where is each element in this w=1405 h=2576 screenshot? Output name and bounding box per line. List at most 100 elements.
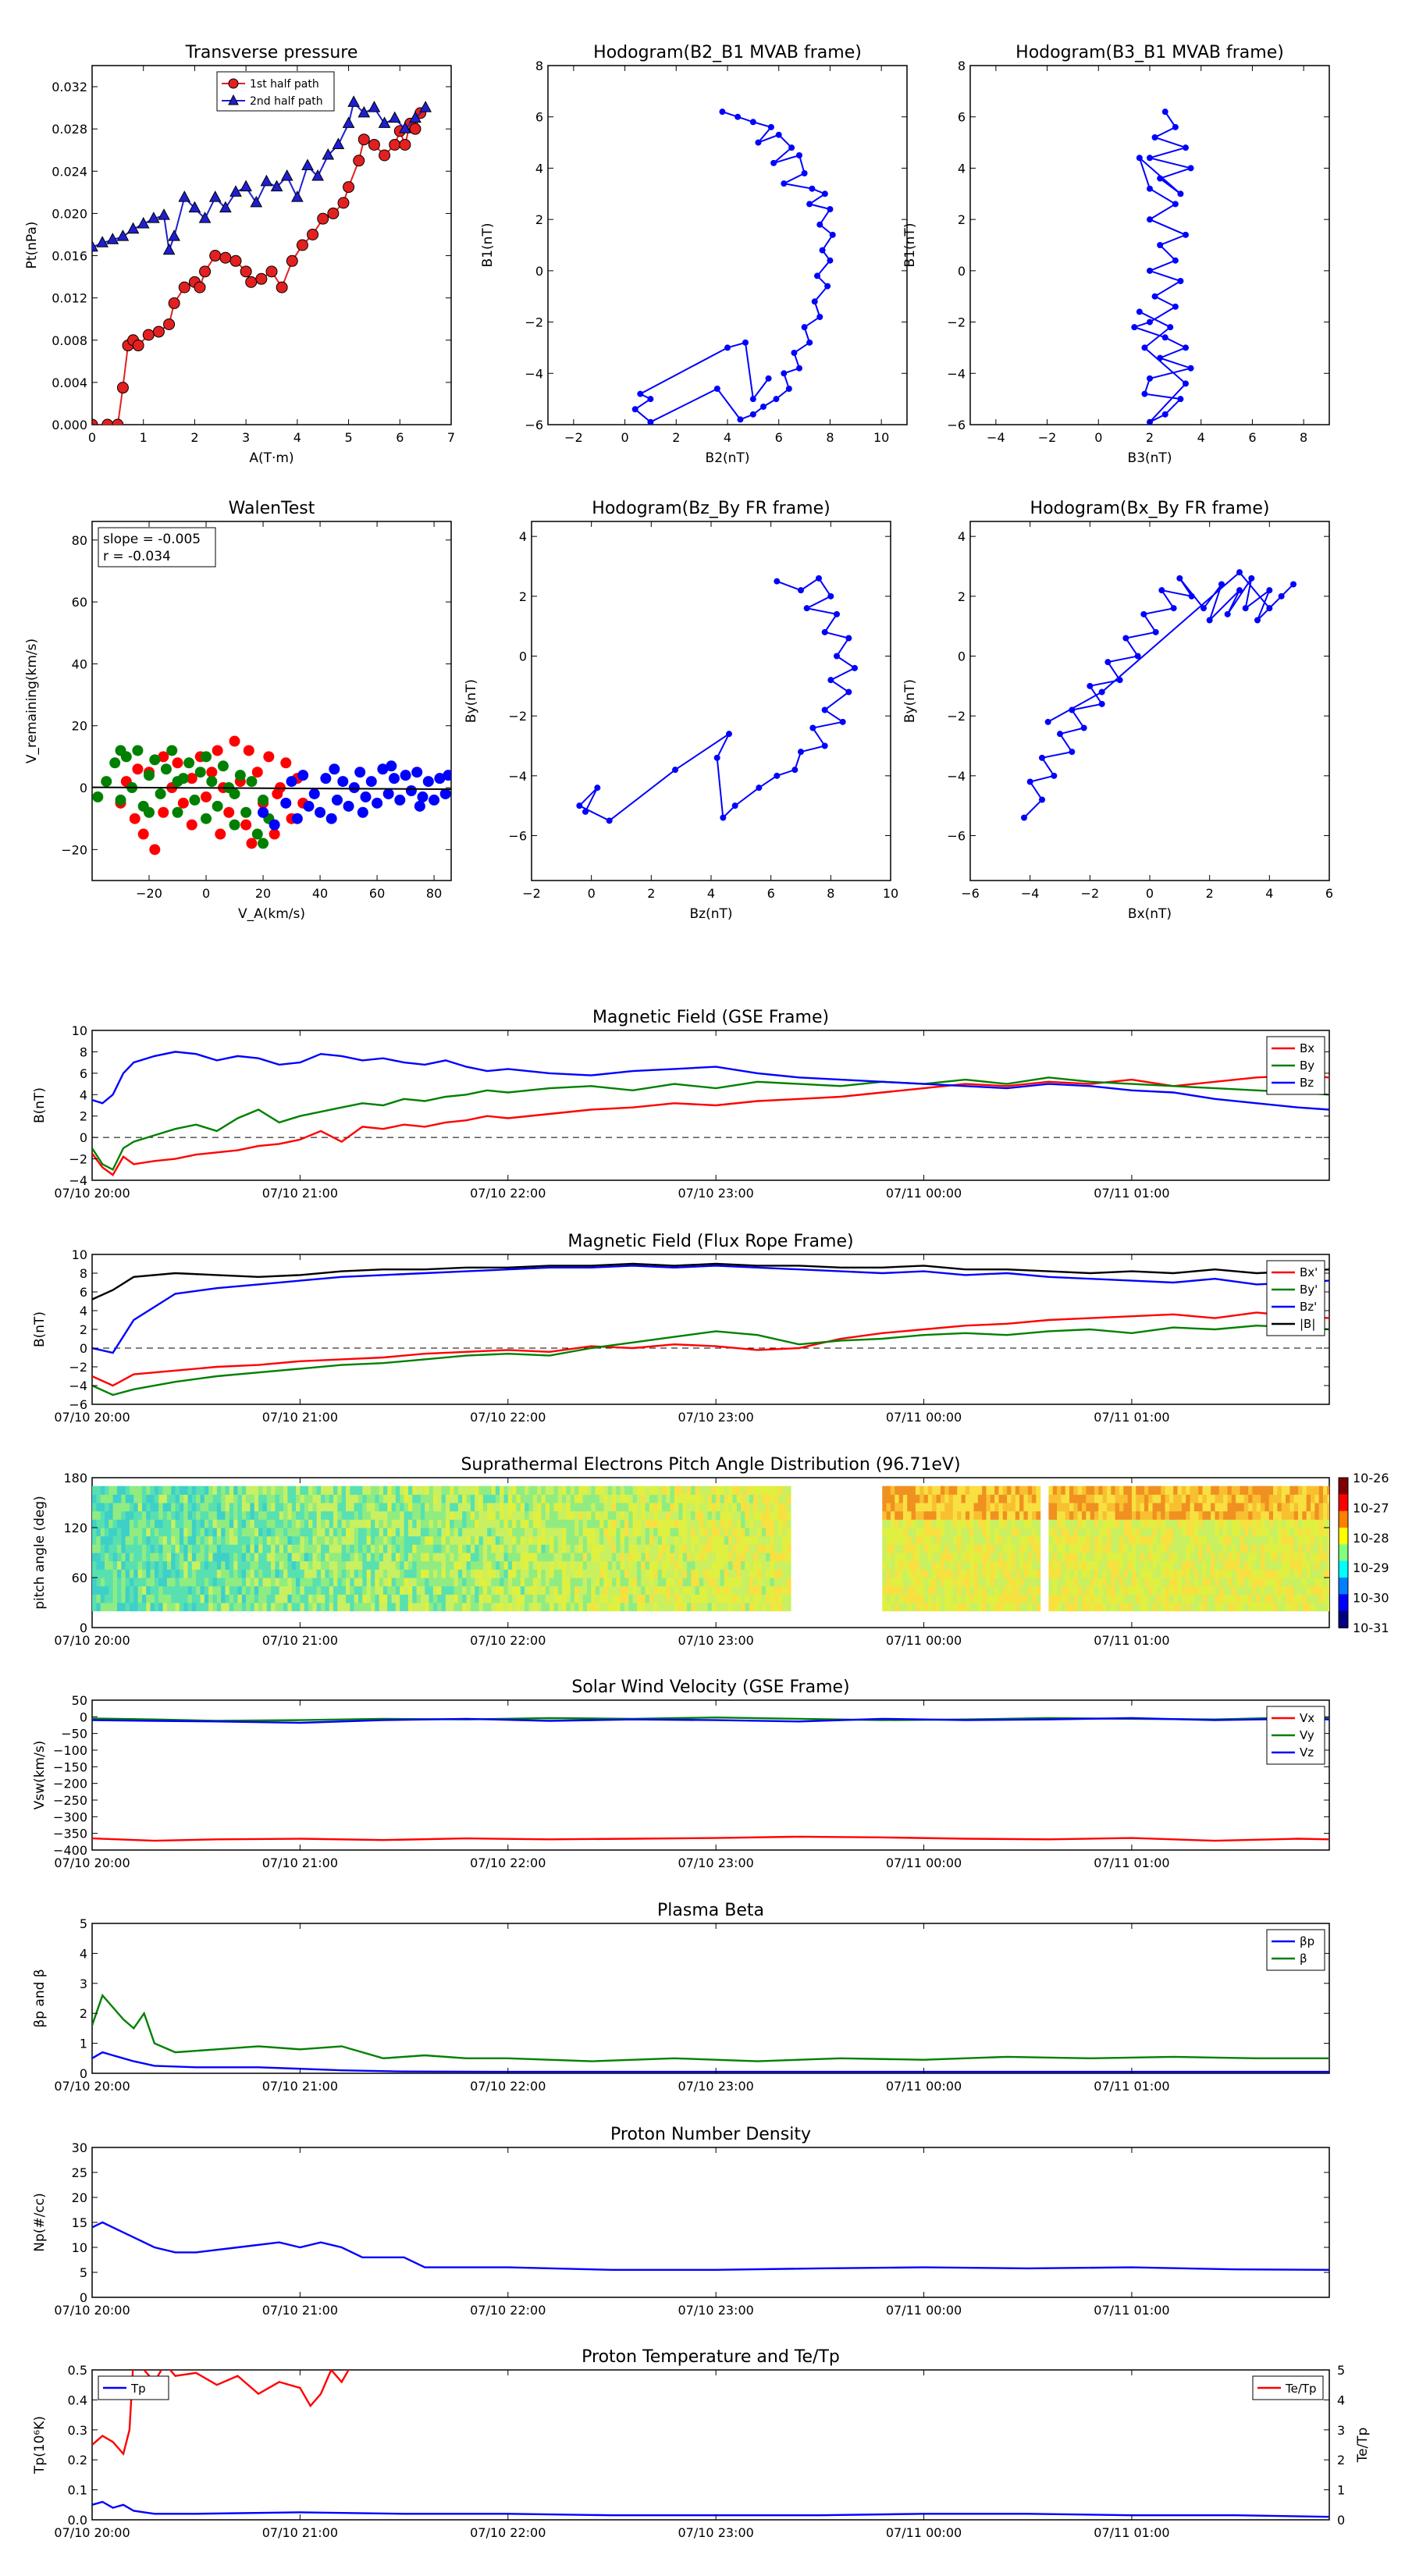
heatmap-cell [1261, 1494, 1265, 1503]
heatmap-cell [454, 1594, 459, 1603]
data-point [388, 773, 400, 785]
heatmap-cell [757, 1553, 763, 1562]
heatmap-cell [1240, 1578, 1245, 1587]
heatmap-cell [703, 1494, 709, 1503]
heatmap-cell [1115, 1569, 1120, 1578]
heatmap-cell [607, 1528, 613, 1537]
heatmap-cell [782, 1503, 788, 1512]
heatmap-cell [666, 1594, 671, 1603]
data-point [269, 819, 280, 831]
heatmap-cell [632, 1578, 638, 1587]
heatmap-cell [1277, 1544, 1282, 1553]
heatmap-cell [1027, 1594, 1033, 1603]
heatmap-cell [890, 1494, 895, 1503]
heatmap-cell [1173, 1553, 1179, 1562]
data-point [212, 745, 223, 756]
heatmap-cell [266, 1569, 272, 1578]
data-point [297, 770, 309, 781]
heatmap-cell [1314, 1510, 1320, 1520]
heatmap-cell [641, 1544, 646, 1553]
heatmap-cell [753, 1585, 758, 1595]
heatmap-cell [1057, 1519, 1062, 1528]
heatmap-cell [749, 1560, 754, 1570]
data-point [796, 152, 802, 158]
heatmap-cell [175, 1569, 180, 1578]
heatmap-cell [1227, 1603, 1232, 1612]
heatmap-cell [616, 1494, 621, 1503]
heatmap-cell [395, 1519, 400, 1528]
x-tick-label: −2 [522, 886, 541, 901]
heatmap-cell [703, 1585, 709, 1595]
heatmap-cell [233, 1594, 238, 1603]
heatmap-cell [1007, 1510, 1012, 1520]
heatmap-cell [674, 1578, 679, 1587]
heatmap-cell [1206, 1535, 1211, 1545]
heatmap-cell [1156, 1528, 1161, 1537]
heatmap-cell [171, 1585, 176, 1595]
heatmap-cell [1223, 1528, 1228, 1537]
heatmap-cell [1156, 1553, 1161, 1562]
heatmap-cell [890, 1528, 895, 1537]
heatmap-cell [379, 1560, 384, 1570]
heatmap-cell [300, 1510, 305, 1520]
heatmap-cell [262, 1569, 268, 1578]
heatmap-cell [187, 1528, 193, 1537]
heatmap-cell [940, 1510, 945, 1520]
heatmap-cell [969, 1585, 974, 1595]
heatmap-cell [141, 1553, 147, 1562]
heatmap-cell [711, 1535, 717, 1545]
heatmap-cell [882, 1510, 887, 1520]
heatmap-cell [129, 1578, 134, 1587]
heatmap-cell [1211, 1585, 1215, 1595]
heatmap-cell [354, 1585, 359, 1595]
heatmap-cell [291, 1503, 297, 1512]
heatmap-cell [325, 1519, 330, 1528]
heatmap-cell [753, 1569, 758, 1578]
heatmap-cell [915, 1553, 920, 1562]
data-point [178, 190, 191, 202]
heatmap-cell [92, 1528, 97, 1537]
heatmap-cell [1298, 1519, 1303, 1528]
heatmap-cell [682, 1544, 688, 1553]
heatmap-cell [520, 1560, 525, 1570]
heatmap-cell [1119, 1528, 1124, 1537]
heatmap-cell [1190, 1578, 1195, 1587]
heatmap-cell [482, 1578, 488, 1587]
heatmap-cell [695, 1594, 700, 1603]
heatmap-cell [250, 1585, 255, 1595]
heatmap-cell [620, 1585, 625, 1595]
heatmap-cell [1198, 1528, 1204, 1537]
data-point [158, 751, 169, 763]
heatmap-cell [400, 1510, 405, 1520]
heatmap-cell [666, 1519, 671, 1528]
heatmap-cell [1082, 1578, 1087, 1587]
data-point [389, 138, 401, 151]
heatmap-cell [200, 1560, 205, 1570]
data-point [731, 802, 738, 809]
heatmap-cell [196, 1560, 201, 1570]
data-point [229, 819, 240, 831]
heatmap-cell [450, 1519, 455, 1528]
heatmap-cell [757, 1585, 763, 1595]
heatmap-cell [437, 1510, 443, 1520]
heatmap-cell [495, 1494, 500, 1503]
data-point [303, 800, 315, 812]
heatmap-cell [749, 1485, 754, 1495]
heatmap-cell [382, 1544, 388, 1553]
heatmap-cell [445, 1594, 450, 1603]
heatmap-cell [341, 1553, 347, 1562]
heatmap-cell [279, 1503, 284, 1512]
heatmap-cell [1007, 1553, 1012, 1562]
heatmap-cell [973, 1519, 979, 1528]
heatmap-cell [778, 1553, 783, 1562]
heatmap-cell [404, 1603, 409, 1612]
heatmap-cell [1268, 1485, 1274, 1495]
heatmap-cell [1069, 1485, 1074, 1495]
heatmap-cell [200, 1510, 205, 1520]
heatmap-cell [1218, 1560, 1224, 1570]
heatmap-cell [441, 1503, 446, 1512]
heatmap-cell [137, 1560, 143, 1570]
data-point [775, 131, 782, 138]
heatmap-cell [491, 1553, 496, 1562]
heatmap-cell [179, 1528, 184, 1537]
